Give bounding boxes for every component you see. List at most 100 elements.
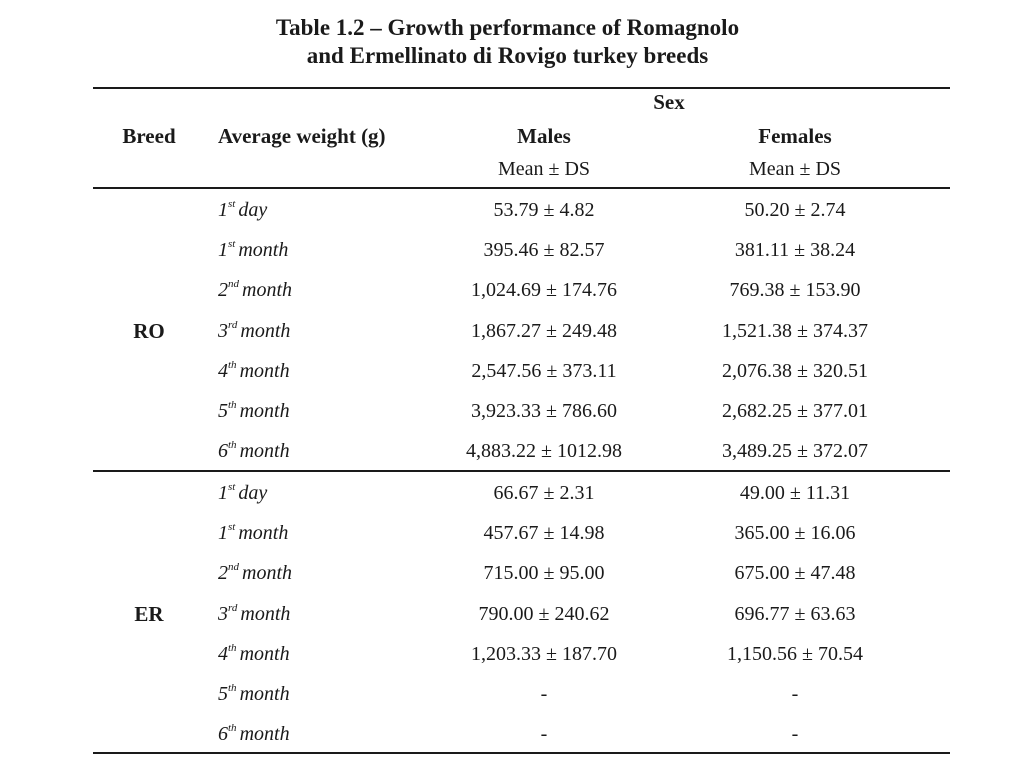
period-unit: month	[242, 279, 292, 302]
period-unit: day	[238, 482, 268, 504]
period-label: 5th month	[218, 399, 290, 423]
header-males-stat: Mean ± DS	[497, 158, 591, 180]
females-value-cell: 675.00 ± 47.48	[734, 562, 856, 585]
breed-label: ER	[134, 601, 164, 626]
females-value-cell: 1,521.38 ± 374.37	[722, 319, 868, 342]
period-label: 5th month	[218, 682, 290, 706]
females-value-cell: 3,489.25 ± 372.07	[722, 440, 868, 463]
header-females: Females	[758, 124, 832, 148]
males-value-cell: 1,024.69 ± 174.76	[471, 279, 617, 302]
header-males: Males	[517, 124, 571, 148]
period-unit: month	[240, 602, 291, 625]
period-number: 6	[218, 723, 228, 746]
period-unit: day	[238, 199, 268, 221]
header-sex: Sex	[653, 90, 685, 114]
header-rule	[93, 187, 950, 189]
period-label: 1st month	[218, 238, 288, 262]
period-label: 3rd month	[218, 319, 290, 343]
males-value-cell: 66.67 ± 2.31	[493, 482, 595, 504]
period-unit: month	[242, 562, 292, 585]
males-value-cell: 790.00 ± 240.62	[478, 602, 610, 625]
period-ordinal-suffix: nd	[228, 561, 239, 574]
period-ordinal-suffix: th	[228, 399, 237, 411]
period-ordinal-suffix: st	[228, 198, 236, 210]
females-value-cell: 1,150.56 ± 70.54	[727, 642, 863, 665]
females-value-cell: -	[791, 683, 799, 705]
period-ordinal-suffix: th	[228, 358, 237, 371]
period-ordinal-suffix: rd	[228, 318, 238, 331]
males-value-cell: 2,547.56 ± 373.11	[471, 359, 617, 382]
females-value-cell: 696.77 ± 63.63	[734, 602, 856, 625]
period-number: 6	[218, 440, 228, 463]
period-label: 1st month	[218, 521, 288, 545]
period-label: 2nd month	[218, 561, 292, 585]
period-label: 1st day	[218, 198, 267, 222]
females-value-cell: 50.20 ± 2.74	[744, 199, 846, 221]
header-average-weight: Average weight (g)	[218, 124, 386, 148]
females-value-cell: 381.11 ± 38.24	[734, 239, 856, 262]
caption-line-1: Table 1.2 – Growth performance of Romagn…	[275, 15, 740, 40]
header-females-stat: Mean ± DS	[748, 158, 842, 180]
period-number: 1	[218, 239, 228, 262]
males-value-cell: 1,867.27 ± 249.48	[471, 319, 617, 342]
females-value-cell: 2,682.25 ± 377.01	[722, 400, 868, 422]
males-value-cell: -	[540, 723, 548, 746]
period-ordinal-suffix: st	[228, 238, 236, 251]
period-number: 1	[218, 482, 228, 504]
males-value-cell: 4,883.22 ± 1012.98	[466, 440, 622, 463]
period-ordinal-suffix: th	[228, 722, 237, 735]
males-value-cell: 395.46 ± 82.57	[483, 239, 605, 262]
males-value-cell: 3,923.33 ± 786.60	[471, 400, 617, 422]
table-caption: Table 1.2 – Growth performance of Romagn…	[0, 14, 1015, 70]
period-ordinal-suffix: th	[228, 439, 237, 452]
males-value-cell: 457.67 ± 14.98	[483, 522, 605, 545]
period-label: 4th month	[218, 359, 290, 383]
period-number: 3	[218, 319, 228, 342]
period-number: 2	[218, 562, 228, 585]
females-value-cell: 49.00 ± 11.31	[739, 482, 851, 504]
period-number: 4	[218, 642, 228, 665]
period-number: 5	[218, 683, 228, 705]
period-unit: month	[239, 683, 290, 705]
females-value-cell: -	[791, 723, 799, 746]
period-unit: month	[239, 440, 290, 463]
period-label: 1st day	[218, 481, 267, 505]
period-number: 4	[218, 359, 228, 382]
period-number: 2	[218, 279, 228, 302]
header-breed: Breed	[122, 124, 176, 148]
males-value-cell: 53.79 ± 4.82	[493, 199, 595, 221]
bottom-rule	[93, 752, 950, 754]
period-unit: month	[239, 642, 290, 665]
period-ordinal-suffix: rd	[228, 601, 238, 614]
females-value-cell: 769.38 ± 153.90	[729, 279, 861, 302]
males-value-cell: 715.00 ± 95.00	[483, 562, 605, 585]
males-value-cell: -	[540, 683, 548, 705]
breed-label: RO	[133, 318, 165, 343]
period-unit: month	[239, 400, 290, 422]
caption-line-2: and Ermellinato di Rovigo turkey breeds	[306, 43, 709, 68]
period-unit: month	[238, 239, 289, 262]
period-unit: month	[239, 723, 290, 746]
period-label: 2nd month	[218, 278, 292, 302]
group-separator-rule	[93, 470, 950, 472]
period-number: 3	[218, 602, 228, 625]
period-ordinal-suffix: nd	[228, 278, 239, 291]
period-ordinal-suffix: th	[228, 641, 237, 654]
males-value-cell: 1,203.33 ± 187.70	[471, 642, 617, 665]
females-value-cell: 2,076.38 ± 320.51	[722, 359, 868, 382]
period-ordinal-suffix: st	[228, 521, 236, 534]
period-label: 4th month	[218, 642, 290, 666]
period-ordinal-suffix: th	[228, 682, 237, 694]
period-label: 6th month	[218, 439, 290, 463]
period-unit: month	[238, 522, 289, 545]
period-unit: month	[240, 319, 291, 342]
females-value-cell: 365.00 ± 16.06	[734, 522, 856, 545]
period-number: 5	[218, 400, 228, 422]
period-number: 1	[218, 199, 228, 221]
period-label: 6th month	[218, 722, 290, 746]
period-unit: month	[239, 359, 290, 382]
period-ordinal-suffix: st	[228, 481, 236, 493]
top-rule	[93, 87, 950, 89]
period-number: 1	[218, 522, 228, 545]
period-label: 3rd month	[218, 602, 290, 626]
